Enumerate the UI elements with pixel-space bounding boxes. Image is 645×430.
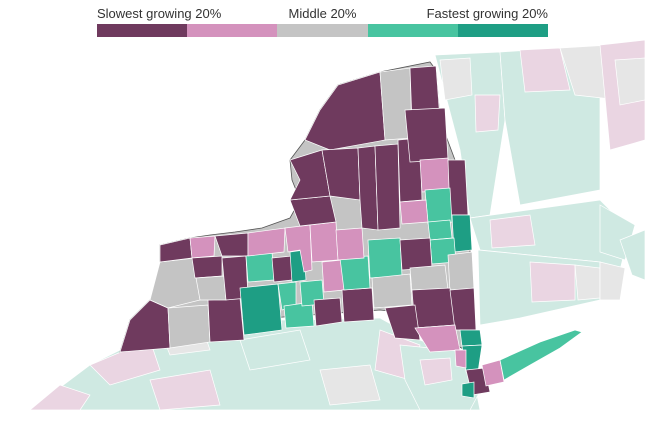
county-cattaraugus	[167, 304, 211, 349]
legend-label-fastest: Fastest growing 20%	[426, 6, 548, 21]
county-saratoga	[424, 187, 453, 225]
new-york-state	[119, 61, 583, 399]
pa-county-7	[319, 364, 381, 406]
county-niagara	[159, 237, 193, 263]
county-jefferson	[289, 149, 331, 201]
ma-county-1	[489, 214, 536, 249]
county-nassau	[481, 359, 505, 387]
legend-swatch-middle	[277, 24, 368, 37]
nh-county-1	[519, 47, 571, 93]
legend-label-middle: Middle 20%	[288, 6, 357, 21]
county-madison	[335, 227, 365, 261]
county-fulton	[399, 199, 429, 225]
county-growth-map	[28, 39, 645, 411]
county-orleans	[189, 235, 216, 259]
maine-county-1	[614, 57, 645, 106]
legend: Slowest growing 20% Middle 20% Fastest g…	[97, 6, 549, 37]
county-essex	[404, 107, 449, 163]
county-st-lawrence	[304, 71, 386, 151]
county-chemung	[283, 301, 315, 329]
ct-county-1	[529, 261, 576, 303]
county-sullivan	[384, 304, 421, 341]
county-herkimer	[374, 143, 401, 231]
legend-swatch-fastest	[457, 24, 549, 37]
county-putnam	[459, 329, 483, 347]
county-steuben	[239, 283, 283, 336]
county-onondaga	[309, 221, 339, 263]
county-ontario	[245, 251, 275, 283]
county-chenango	[339, 255, 371, 291]
legend-color-bar	[97, 24, 549, 37]
county-dutchess	[449, 287, 477, 331]
legend-swatch-slow	[187, 24, 278, 37]
surrounding-states	[28, 39, 645, 411]
pa-county-5	[239, 329, 311, 371]
nj-county-1	[419, 357, 453, 386]
county-schenectady	[427, 219, 453, 241]
county-yates	[271, 255, 293, 283]
cape-cod	[619, 229, 645, 281]
county-schoharie	[399, 237, 433, 271]
county-warren	[419, 157, 451, 193]
rhode-island-region	[599, 261, 626, 301]
pa-county-1	[29, 384, 91, 411]
vt-county-1	[439, 57, 473, 101]
county-rockland	[454, 349, 467, 369]
county-delaware	[371, 273, 413, 309]
county-staten-island	[461, 381, 475, 399]
county-chautauqua	[119, 299, 171, 353]
pa-county-4	[149, 369, 221, 411]
county-greene	[409, 264, 449, 293]
ct-county-2	[574, 264, 601, 301]
county-erie	[149, 257, 201, 309]
county-tioga	[313, 297, 343, 327]
county-genesee	[191, 255, 223, 279]
legend-swatch-slowest	[97, 24, 188, 37]
legend-label-slowest: Slowest growing 20%	[97, 6, 222, 21]
legend-swatch-fast	[367, 24, 458, 37]
county-broome	[341, 287, 375, 323]
county-columbia	[447, 251, 475, 293]
county-otsego	[367, 237, 403, 279]
county-suffolk	[499, 329, 583, 381]
county-wyoming	[195, 275, 227, 301]
vt-county-2	[474, 94, 501, 133]
county-ulster	[411, 287, 456, 329]
county-oneida	[357, 145, 379, 231]
county-wayne	[247, 227, 286, 257]
county-allegany	[207, 297, 245, 343]
